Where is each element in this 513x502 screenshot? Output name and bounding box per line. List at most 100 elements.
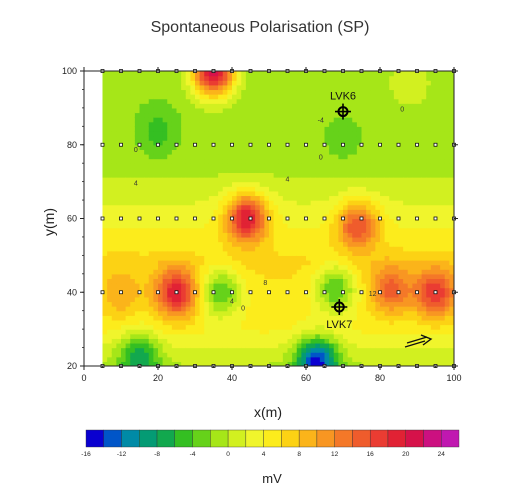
heatmap-cell xyxy=(347,140,353,146)
heatmap-cell xyxy=(287,213,293,220)
heatmap-cell xyxy=(195,333,201,339)
heatmap-cell xyxy=(287,149,293,155)
heatmap-cell xyxy=(125,236,131,243)
heatmap-cell xyxy=(356,177,363,183)
heatmap-cell xyxy=(329,356,335,362)
heatmap-cell xyxy=(176,126,182,132)
heatmap-cell xyxy=(208,361,215,366)
heatmap-cell xyxy=(278,130,284,137)
heatmap-cell xyxy=(111,200,117,206)
heatmap-cell xyxy=(259,84,265,91)
heatmap-cell xyxy=(430,342,437,349)
heatmap-cell xyxy=(370,338,376,344)
heatmap-cell xyxy=(139,352,145,358)
heatmap-cell xyxy=(158,329,164,335)
heatmap-cell xyxy=(315,126,321,132)
heatmap-cell xyxy=(250,329,256,335)
heatmap-cell xyxy=(398,135,404,141)
heatmap-cell xyxy=(435,140,441,146)
heatmap-cell xyxy=(213,324,219,330)
heatmap-cell xyxy=(343,149,349,155)
heatmap-cell xyxy=(315,149,321,155)
heatmap-cell xyxy=(435,250,441,256)
heatmap-cell xyxy=(130,250,136,256)
heatmap-cell xyxy=(310,296,316,303)
heatmap-cell xyxy=(148,352,154,358)
heatmap-cell xyxy=(107,181,113,187)
heatmap-cell xyxy=(329,130,335,137)
heatmap-cell xyxy=(343,177,349,183)
heatmap-cell xyxy=(102,167,108,174)
heatmap-cell xyxy=(102,319,108,326)
heatmap-cell xyxy=(153,135,159,141)
heatmap-cell xyxy=(412,241,418,247)
heatmap-cell xyxy=(162,269,168,275)
heatmap-cell xyxy=(301,236,307,243)
heatmap-cell xyxy=(222,140,228,146)
heatmap-cell xyxy=(204,153,210,160)
heatmap-cell xyxy=(306,246,312,252)
heatmap-cell xyxy=(449,98,454,104)
heatmap-cell xyxy=(403,103,409,109)
heatmap-cell xyxy=(264,264,270,270)
survey-point xyxy=(285,142,290,147)
heatmap-cell xyxy=(181,135,187,141)
heatmap-cell xyxy=(125,319,131,326)
heatmap-cell xyxy=(245,338,252,344)
heatmap-cell xyxy=(324,232,330,238)
heatmap-cell xyxy=(185,163,191,169)
heatmap-cell xyxy=(278,324,284,330)
heatmap-cell xyxy=(398,117,404,123)
heatmap-cell xyxy=(375,89,381,95)
heatmap-cell xyxy=(426,246,432,252)
heatmap-cell xyxy=(380,264,386,270)
heatmap-cell xyxy=(167,246,173,252)
heatmap-cell xyxy=(301,89,307,95)
heatmap-cell xyxy=(116,167,122,174)
heatmap-cell xyxy=(366,195,372,201)
heatmap-cell xyxy=(380,190,386,197)
heatmap-cell xyxy=(324,296,330,303)
heatmap-cell xyxy=(333,269,339,275)
heatmap-cell xyxy=(236,89,242,95)
contour-label: 0 xyxy=(400,107,404,114)
heatmap-cell xyxy=(269,98,275,104)
heatmap-cell xyxy=(134,140,141,146)
heatmap-cell xyxy=(190,352,196,358)
heatmap-cell xyxy=(204,75,210,81)
heatmap-cell xyxy=(426,273,432,280)
heatmap-cell xyxy=(153,112,159,118)
heatmap-cell xyxy=(333,259,339,266)
heatmap-cell xyxy=(319,112,326,118)
heatmap-cell xyxy=(208,75,215,81)
heatmap-cell xyxy=(426,163,432,169)
heatmap-cell xyxy=(204,218,210,224)
heatmap-cell xyxy=(176,352,182,358)
heatmap-cell xyxy=(167,167,173,174)
heatmap-cell xyxy=(333,283,339,289)
survey-point xyxy=(119,216,123,221)
heatmap-cell xyxy=(116,186,122,192)
heatmap-cell xyxy=(282,352,289,358)
heatmap-cell xyxy=(412,259,418,266)
heatmap-cell xyxy=(356,84,363,91)
heatmap-cell xyxy=(361,329,367,335)
heatmap-cell xyxy=(222,126,228,132)
heatmap-cell xyxy=(213,153,219,160)
heatmap-cell xyxy=(213,190,219,197)
heatmap-cell xyxy=(255,153,261,160)
heatmap-cell xyxy=(264,181,270,187)
heatmap-cell xyxy=(389,107,395,114)
heatmap-cell xyxy=(204,223,210,229)
heatmap-cell xyxy=(208,301,215,307)
heatmap-cell xyxy=(352,278,358,284)
heatmap-cell xyxy=(282,172,289,178)
heatmap-cell xyxy=(190,232,196,238)
heatmap-cell xyxy=(134,98,141,104)
heatmap-cell xyxy=(273,177,279,183)
heatmap-cell xyxy=(426,167,432,174)
heatmap-cell xyxy=(269,236,275,243)
heatmap-cell xyxy=(412,319,418,326)
heatmap-cell xyxy=(218,135,224,141)
heatmap-cell xyxy=(389,319,395,326)
